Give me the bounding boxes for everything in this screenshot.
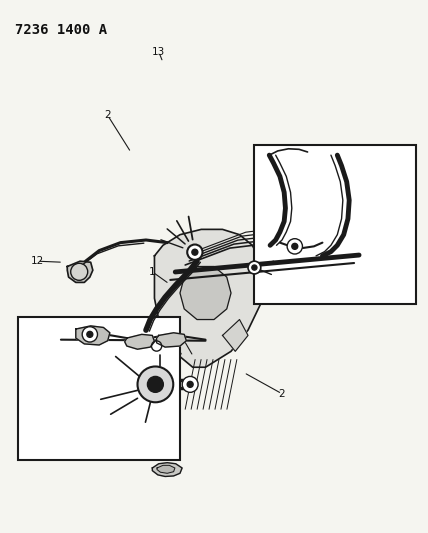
Circle shape bbox=[187, 245, 202, 260]
Text: 1: 1 bbox=[149, 267, 156, 277]
Circle shape bbox=[147, 376, 163, 392]
Text: 9: 9 bbox=[36, 333, 43, 343]
Text: 10: 10 bbox=[82, 326, 95, 336]
Bar bbox=[18, 317, 180, 460]
Circle shape bbox=[137, 367, 173, 402]
Text: 2: 2 bbox=[258, 153, 264, 163]
Text: 8: 8 bbox=[94, 447, 101, 457]
Polygon shape bbox=[67, 261, 93, 282]
Text: 3: 3 bbox=[313, 238, 319, 248]
Circle shape bbox=[192, 249, 198, 255]
Polygon shape bbox=[157, 465, 175, 473]
Circle shape bbox=[248, 261, 261, 274]
Text: 12: 12 bbox=[31, 256, 44, 266]
Text: 6: 6 bbox=[21, 426, 28, 436]
Circle shape bbox=[252, 265, 257, 270]
Circle shape bbox=[152, 341, 162, 351]
Circle shape bbox=[87, 332, 93, 337]
Polygon shape bbox=[155, 229, 265, 367]
Polygon shape bbox=[125, 334, 155, 349]
Circle shape bbox=[187, 382, 193, 387]
Text: 2: 2 bbox=[104, 110, 111, 120]
Text: 13: 13 bbox=[152, 47, 165, 56]
Text: 7: 7 bbox=[54, 445, 60, 455]
Polygon shape bbox=[180, 266, 231, 319]
Text: 2: 2 bbox=[279, 389, 285, 399]
Circle shape bbox=[82, 327, 98, 342]
Polygon shape bbox=[76, 326, 110, 345]
Polygon shape bbox=[223, 319, 248, 351]
Text: 11: 11 bbox=[150, 450, 163, 460]
Circle shape bbox=[287, 239, 303, 254]
Circle shape bbox=[292, 244, 298, 249]
Text: 7236 1400 A: 7236 1400 A bbox=[15, 23, 107, 37]
Polygon shape bbox=[152, 463, 182, 477]
Circle shape bbox=[182, 376, 198, 392]
Circle shape bbox=[71, 263, 88, 280]
Text: 5: 5 bbox=[324, 146, 330, 156]
Text: 4: 4 bbox=[393, 293, 400, 303]
Bar bbox=[254, 144, 416, 304]
Polygon shape bbox=[157, 333, 186, 347]
